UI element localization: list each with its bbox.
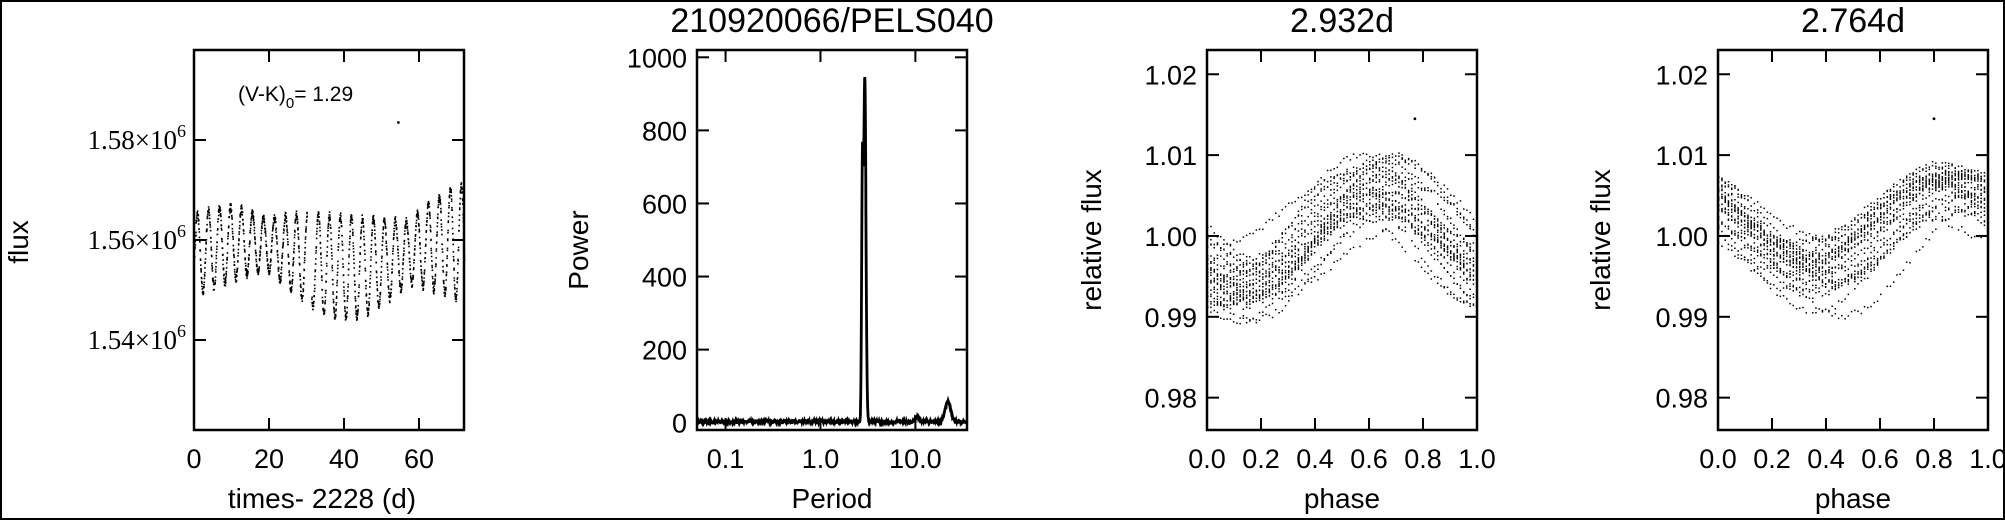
periodogram-y-tick-label: 0	[672, 409, 687, 439]
lightcurve-x-tick-label: 60	[404, 444, 434, 474]
periodogram-title: 210920066/PELS040	[670, 2, 993, 40]
fold-2932-x-tick-label: 0.2	[1242, 444, 1280, 474]
fold-2932-title: 2.932d	[1290, 2, 1394, 40]
lightcurve-x-tick-label: 20	[254, 444, 284, 474]
lightcurve-outlier-point	[396, 121, 400, 124]
periodogram-plot-frame	[695, 48, 969, 432]
periodogram-y-tick-label: 1000	[627, 43, 687, 73]
fold-2932-y-tick-label: 1.02	[1144, 60, 1197, 90]
lightcurve-panel: flux times- 2228 (d) (V-K)0= 1.29 1.54×1…	[3, 48, 466, 514]
fold-2764-x-tick-label: 0.0	[1699, 444, 1737, 474]
periodogram-y-tick-label: 600	[642, 189, 687, 219]
fold-panel-2932: 2.932d relative flux phase 0.98 0.99 1.00 1…	[1076, 2, 1496, 514]
fold-2764-x-tick-label: 1.0	[1969, 444, 2005, 474]
periodogram-y-tick-label: 400	[642, 263, 687, 293]
lightcurve-y-tick-label: 1.54×106	[88, 321, 186, 355]
lightcurve-y-label: flux	[3, 220, 34, 264]
lightcurve-points	[194, 182, 466, 321]
fold-2932-x-label: phase	[1304, 483, 1380, 514]
fold-2764-y-label: relative flux	[1585, 169, 1616, 311]
fold-2764-plot-frame	[1716, 48, 1990, 432]
fold-2932-x-tick-label: 0.8	[1404, 444, 1442, 474]
fold-2764-x-tick-label: 0.6	[1861, 444, 1899, 474]
lightcurve-x-label: times- 2228 (d)	[228, 483, 416, 514]
color-index-annotation: (V-K)0= 1.29	[238, 83, 353, 112]
fold-2932-plot-frame	[1205, 48, 1479, 432]
periodogram-panel: 210920066/PELS040 Power Period 0 200 400 60…	[563, 2, 994, 514]
fold-2764-y-tick-label: 1.00	[1655, 222, 1708, 252]
fold-2932-x-tick-label: 1.0	[1458, 444, 1496, 474]
fold-2764-points	[1718, 161, 1989, 320]
fold-2764-x-tick-label: 0.8	[1915, 444, 1953, 474]
periodogram-power-line	[696, 77, 969, 428]
periodogram-x-tick-label: 10.0	[889, 444, 942, 474]
lightcurve-plot-frame	[192, 48, 466, 432]
fold-2932-outlier-point	[1413, 117, 1417, 121]
periodogram-x-tick-label: 0.1	[707, 444, 745, 474]
fold-2932-x-tick-label: 0.6	[1350, 444, 1388, 474]
fold-2932-points	[1207, 152, 1478, 325]
fold-panel-2764: 2.764d relative flux phase 0.98 0.99 1.00 1…	[1585, 2, 2005, 514]
fold-2764-x-label: phase	[1815, 483, 1891, 514]
fold-2932-y-tick-label: 0.98	[1144, 384, 1197, 414]
lightcurve-x-tick-label: 40	[329, 444, 359, 474]
fold-2764-y-tick-label: 1.01	[1655, 141, 1708, 171]
lightcurve-x-tick-label: 0	[186, 444, 201, 474]
fold-2764-x-tick-label: 0.4	[1807, 444, 1845, 474]
lightcurve-y-tick-label: 1.56×106	[88, 221, 186, 255]
fold-2932-y-tick-label: 0.99	[1144, 303, 1197, 333]
lightcurve-y-tick-label: 1.58×106	[88, 121, 186, 155]
periodogram-y-label: Power	[563, 210, 594, 289]
fold-2932-y-label: relative flux	[1076, 169, 1107, 311]
fold-2764-x-tick-label: 0.2	[1753, 444, 1791, 474]
fold-2764-outlier-point	[1932, 117, 1936, 121]
fold-2932-y-tick-label: 1.01	[1144, 141, 1197, 171]
fold-2764-y-tick-label: 1.02	[1655, 60, 1708, 90]
periodogram-y-tick-label: 200	[642, 336, 687, 366]
fold-2932-x-tick-label: 0.0	[1188, 444, 1226, 474]
periodogram-x-tick-label: 1.0	[802, 444, 840, 474]
fold-2764-title: 2.764d	[1801, 2, 1905, 40]
fold-2932-x-tick-label: 0.4	[1296, 444, 1334, 474]
fold-2932-y-tick-label: 1.00	[1144, 222, 1197, 252]
periodogram-x-label: Period	[792, 483, 873, 514]
fold-2764-y-tick-label: 0.99	[1655, 303, 1708, 333]
periodogram-y-tick-label: 800	[642, 116, 687, 146]
fold-2764-y-tick-label: 0.98	[1655, 384, 1708, 414]
